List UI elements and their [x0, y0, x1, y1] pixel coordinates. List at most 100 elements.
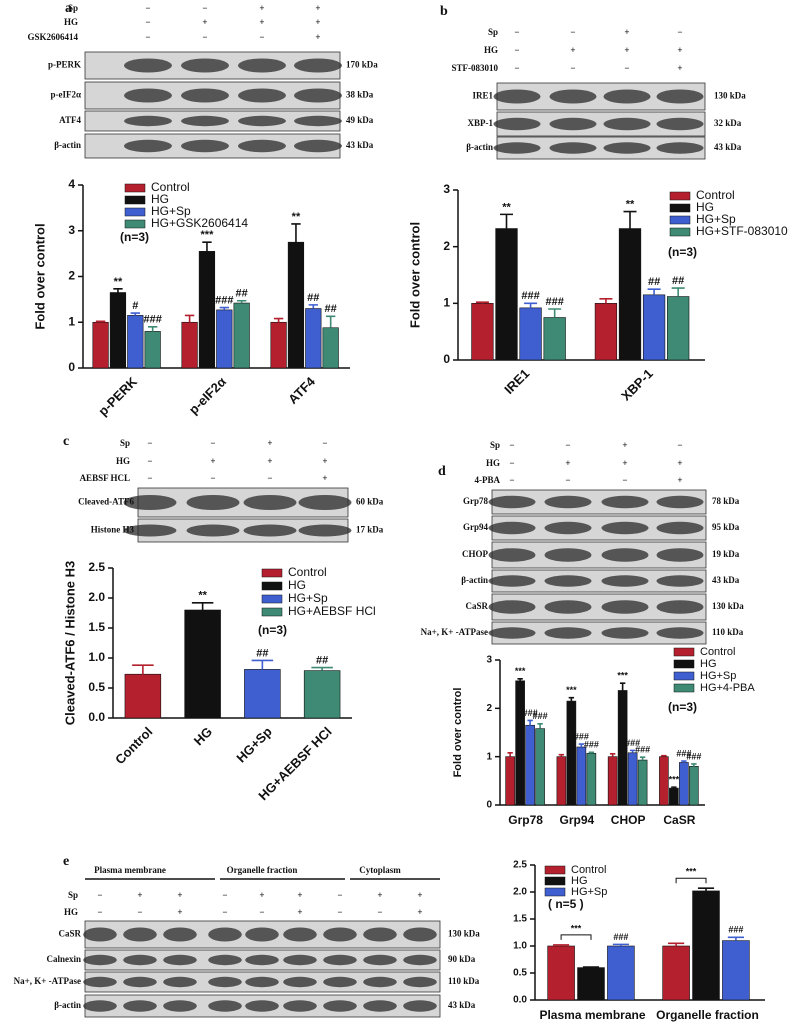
blot-band — [181, 115, 229, 127]
bar — [322, 327, 339, 369]
treatment-sign: − — [145, 17, 150, 27]
treatment-sign: − — [677, 27, 682, 37]
blot-band — [283, 1000, 317, 1012]
blot-band — [656, 495, 704, 509]
blot-band — [208, 954, 242, 966]
legend-swatch — [124, 195, 146, 205]
blot-band — [544, 495, 592, 509]
error-bar — [311, 666, 333, 671]
legend-label: HG+Sp — [151, 204, 191, 218]
treatment-sign: + — [624, 27, 629, 37]
blot-name: β-actin — [466, 142, 493, 152]
treatment-name: AEBSF HCL — [80, 473, 130, 483]
blot-band — [245, 1000, 279, 1012]
treatment-sign: + — [624, 45, 629, 55]
blot-size: 130 kDa — [714, 91, 746, 101]
significance-label: ## — [236, 288, 248, 300]
legend-swatch — [544, 887, 566, 897]
treatment-sign: + — [315, 32, 320, 42]
treatment-sign: + — [315, 3, 320, 13]
error-bar — [629, 749, 636, 753]
blot-band — [656, 117, 704, 131]
x-tick-label: Plasma membrane — [539, 1008, 645, 1022]
error-bar — [681, 760, 687, 763]
legend-label: HG — [151, 192, 169, 206]
blot-size: 49 kDa — [346, 115, 374, 125]
blot-band — [294, 58, 342, 73]
panel-label: b — [440, 4, 448, 19]
significance-label: ### — [521, 290, 539, 302]
legend-label: HG+STF-083010 — [696, 224, 788, 238]
blot-band — [544, 521, 592, 535]
legend-swatch — [261, 568, 283, 578]
blot-name: CaSR — [465, 601, 488, 611]
sample-size-note: (n=3) — [258, 623, 287, 637]
bar — [607, 756, 618, 806]
error-bar — [507, 752, 513, 757]
error-bar — [500, 213, 514, 229]
blot-band — [245, 976, 279, 988]
y-axis-label: Fold over control — [452, 688, 464, 778]
treatment-sign: − — [565, 475, 570, 485]
treatment-name: Sp — [120, 438, 130, 448]
legend-swatch — [669, 227, 691, 237]
significance-bracket — [560, 934, 592, 940]
error-bar — [202, 241, 212, 252]
blot-band — [238, 88, 286, 103]
blot-band — [656, 548, 704, 562]
blot-band — [283, 954, 317, 966]
treatment-sign: − — [509, 440, 514, 450]
treatment-sign: − — [509, 458, 514, 468]
treatment-sign: − — [337, 907, 342, 917]
x-tick-label: ATF4 — [285, 373, 318, 406]
bar — [692, 890, 720, 1001]
bar — [287, 241, 305, 369]
treatment-sign: − — [337, 890, 342, 900]
treatment-sign: − — [570, 27, 575, 37]
blot-name: ATF4 — [59, 115, 81, 125]
treatment-name: HG — [64, 17, 78, 27]
treatment-sign: + — [322, 456, 327, 466]
treatment-sign: − — [202, 32, 207, 42]
blot-band — [123, 494, 177, 511]
panel-label: a — [65, 1, 72, 16]
bar — [181, 321, 198, 369]
blot-band — [544, 548, 592, 562]
error-bar — [558, 753, 565, 757]
blot-name: IRE1 — [472, 91, 493, 101]
treatment-name: Sp — [488, 27, 498, 37]
blot-band — [656, 575, 704, 587]
error-bar — [671, 786, 677, 789]
legend-swatch — [544, 876, 566, 886]
bar — [667, 296, 690, 361]
significance-label: ### — [625, 738, 640, 748]
error-bar — [553, 944, 570, 946]
bar — [305, 308, 322, 369]
treatment-sign: − — [514, 27, 519, 37]
bar — [689, 766, 699, 806]
blot-band — [124, 88, 172, 103]
bar — [556, 756, 567, 806]
blot-size: 32 kDa — [714, 118, 742, 128]
bar — [92, 321, 109, 369]
x-tick-label: XBP-1 — [618, 366, 656, 404]
blot-band — [283, 927, 317, 942]
blot-name: Histone H3 — [91, 525, 135, 535]
treatment-sign: + — [565, 458, 570, 468]
treatment-sign: − — [677, 440, 682, 450]
y-tick-label: 2 — [443, 239, 450, 253]
error-bar — [291, 223, 301, 243]
treatment-name: HG — [486, 458, 500, 468]
blot-band — [601, 627, 649, 639]
bar — [547, 945, 575, 1001]
bar — [722, 940, 750, 1001]
blot-name: Grp78 — [463, 496, 489, 506]
blot-band — [124, 58, 172, 73]
fraction-label: Cytoplasm — [359, 865, 401, 875]
sample-size-note: (n=3) — [668, 245, 697, 259]
significance-label: ** — [114, 276, 123, 288]
blot-name: CHOP — [462, 549, 489, 559]
treatment-sign: − — [377, 907, 382, 917]
x-tick-label: Organelle fraction — [656, 1008, 759, 1022]
blot-name: XBP-1 — [468, 118, 494, 128]
